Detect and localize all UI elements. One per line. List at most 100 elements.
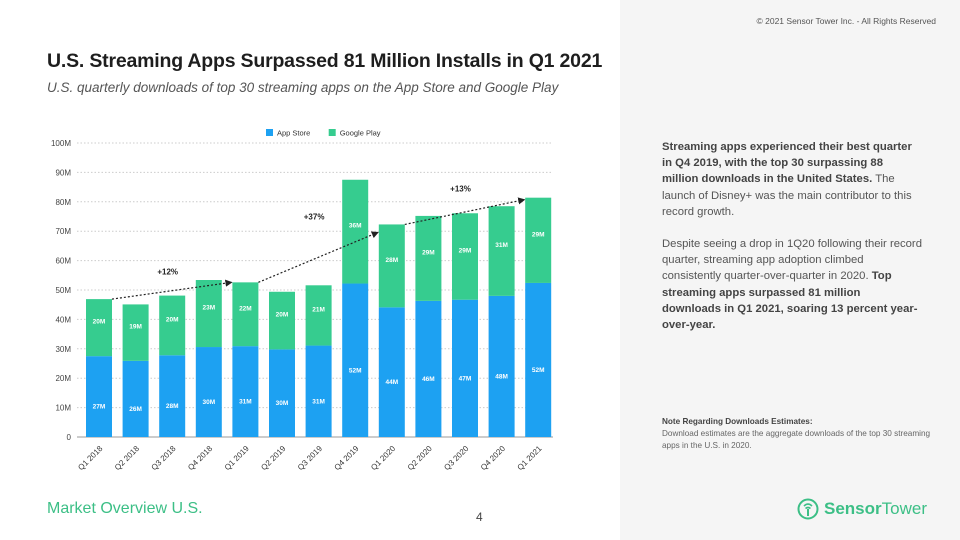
data-label: 44M [385, 379, 398, 386]
growth-label: +37% [304, 212, 325, 221]
bar-app-store [415, 300, 442, 437]
bar-google-play [122, 304, 149, 361]
insight-paragraph-1: Streaming apps experienced their best qu… [662, 139, 922, 220]
data-label: 27M [93, 404, 106, 411]
data-label: 21M [312, 306, 325, 313]
logo-text-sensor: Sensor [824, 499, 882, 518]
bar-app-store [488, 295, 515, 437]
x-tick-label: Q1 2018 [76, 444, 104, 472]
legend-swatch [328, 129, 336, 136]
bar-app-store [122, 360, 149, 437]
data-label: 29M [459, 247, 472, 254]
y-tick-label: 90M [55, 168, 71, 177]
bar-app-store [269, 349, 295, 437]
bar-app-store [342, 283, 369, 437]
x-tick-label: Q3 2018 [150, 444, 178, 472]
stacked-bar-chart: 0 10M 20M 30M 40M 50M 60M 70M 80M 90M 100M App Stor… [51, 129, 553, 472]
x-tick-label: Q3 2019 [296, 444, 324, 472]
y-tick-label: 0 [67, 433, 72, 442]
sensor-tower-logo: SensorTower [797, 498, 927, 520]
page-subtitle: U.S. quarterly downloads of top 30 strea… [47, 80, 559, 95]
bar-app-store [195, 347, 222, 437]
growth-label: +12% [157, 267, 178, 276]
x-tick-label: Q4 2020 [479, 444, 507, 472]
growth-arrow [111, 279, 233, 300]
bar-app-store [378, 307, 405, 437]
bar-app-store [232, 346, 259, 437]
bar-google-play [488, 206, 515, 296]
bar-google-play [86, 299, 112, 357]
x-tick-label: Q1 2020 [369, 444, 397, 472]
page-number: 4 [476, 510, 483, 524]
insight-2-rest: Despite seeing a drop in 1Q20 following … [662, 238, 922, 283]
x-tick-label: Q1 2019 [223, 444, 251, 472]
data-label: 31M [239, 399, 252, 406]
page-title: U.S. Streaming Apps Surpassed 81 Million… [47, 50, 603, 72]
data-label: 23M [202, 305, 215, 312]
data-label: 31M [495, 242, 508, 249]
y-tick-label: 60M [55, 257, 71, 266]
data-label: 36M [349, 223, 362, 230]
bar-app-store [86, 356, 112, 437]
data-label: 20M [93, 319, 106, 326]
insight-2-bold: Top streaming apps surpassed 81 million … [662, 270, 918, 332]
legend-label: App Store [277, 129, 310, 138]
data-label: 30M [276, 400, 289, 407]
insight-1-rest: The launch of Disney+ was the main contr… [662, 173, 912, 218]
data-label: 19M [129, 324, 142, 331]
data-label: 46M [422, 376, 435, 383]
bar-google-play [232, 282, 259, 347]
data-label: 30M [202, 399, 215, 406]
note-body: Download estimates are the aggregate dow… [662, 429, 931, 450]
bar-google-play [415, 215, 442, 301]
data-label: 31M [312, 398, 325, 405]
x-tick-label: Q4 2018 [186, 444, 214, 472]
bar-app-store [452, 299, 478, 437]
data-label: 22M [239, 305, 252, 312]
growth-arrow [404, 197, 526, 226]
x-tick-label: Q2 2020 [406, 444, 434, 472]
data-label: 20M [166, 316, 179, 323]
y-tick-label: 30M [55, 345, 71, 354]
y-tick-label: 10M [55, 404, 71, 413]
data-label: 48M [495, 373, 508, 380]
note: Note Regarding Downloads Estimates: Downl… [662, 416, 932, 452]
bar-app-store [305, 345, 332, 437]
bar-google-play [378, 224, 405, 308]
insight-1-bold: Streaming apps experienced their best qu… [662, 141, 912, 186]
footer-section: Market Overview U.S. [47, 500, 203, 517]
insight-paragraph-2: Despite seeing a drop in 1Q20 following … [662, 236, 922, 333]
legend-swatch [266, 129, 273, 136]
x-tick-label: Q1 2021 [516, 444, 544, 472]
data-label: 29M [422, 249, 435, 256]
note-title: Note Regarding Downloads Estimates: [662, 417, 813, 426]
legend-label: Google Play [340, 129, 381, 138]
x-tick-label: Q2 2019 [259, 444, 287, 472]
data-label: 26M [129, 406, 142, 413]
y-tick-label: 50M [55, 286, 71, 295]
y-tick-label: 80M [55, 198, 71, 207]
x-tick-label: Q3 2020 [442, 444, 470, 472]
data-label: 52M [349, 367, 362, 374]
data-label: 52M [532, 367, 545, 374]
data-label: 20M [276, 312, 289, 319]
bar-app-store [525, 282, 552, 437]
bar-google-play [452, 213, 478, 300]
data-label: 47M [459, 375, 472, 382]
bar-app-store [159, 355, 186, 437]
bar-google-play [525, 197, 552, 283]
data-label: 29M [532, 231, 545, 238]
copyright: © 2021 Sensor Tower Inc. - All Rights Re… [756, 16, 937, 26]
bar-google-play [342, 179, 369, 284]
bar-google-play [269, 291, 295, 350]
data-label: 28M [385, 257, 398, 264]
bar-google-play [305, 285, 332, 346]
data-label: 28M [166, 403, 179, 410]
bar-google-play [159, 295, 186, 356]
sensor-tower-logo-icon [797, 498, 819, 520]
y-tick-label: 100M [51, 139, 71, 148]
growth-arrow [258, 231, 379, 283]
side-panel [620, 0, 960, 540]
y-tick-label: 40M [55, 315, 71, 324]
y-tick-label: 70M [55, 227, 71, 236]
